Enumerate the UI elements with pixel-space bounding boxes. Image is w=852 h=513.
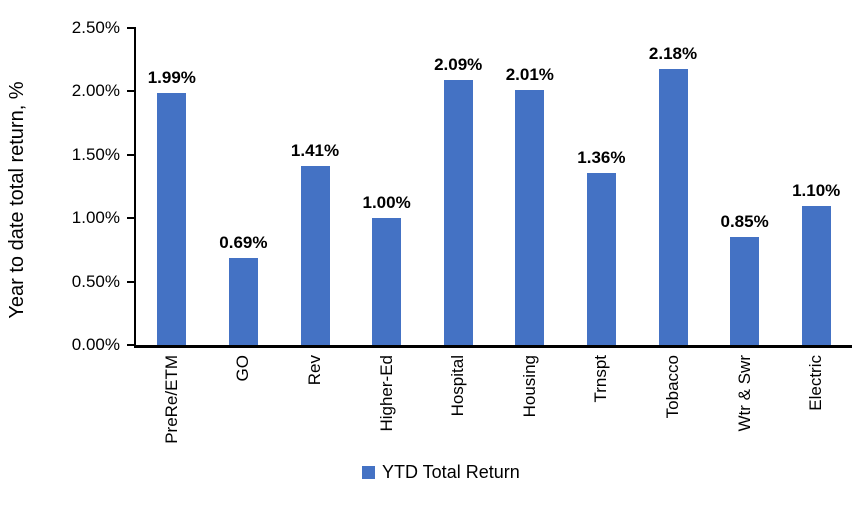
y-tick-label: 2.50%: [71, 18, 120, 37]
x-category-label: Trnspt: [591, 355, 611, 403]
bar: [586, 172, 616, 345]
bar-value-label: 0.69%: [219, 232, 268, 252]
y-tick-mark: [127, 280, 135, 283]
y-tick-mark: [127, 153, 135, 156]
x-category-label: GO: [233, 355, 253, 382]
y-tick-label: 1.50%: [71, 144, 120, 164]
y-tick-mark: [127, 27, 135, 29]
bar: [300, 166, 330, 345]
bar: [372, 218, 402, 345]
x-category-label: PreRe/ETM: [161, 355, 181, 444]
y-tick-label: 2.00%: [71, 81, 120, 101]
x-category-label: Rev: [305, 355, 324, 386]
y-axis-title: Year to date total return, %: [6, 81, 28, 319]
x-category-label: Higher-Ed: [376, 355, 396, 432]
y-tick-mark: [127, 90, 135, 93]
x-category-label: Tobacco: [663, 355, 682, 419]
y-tick-label: 0.00%: [71, 335, 120, 354]
legend-swatch-icon: [362, 466, 375, 479]
bar-value-label: 1.36%: [577, 147, 626, 167]
bar: [443, 79, 473, 345]
bar-value-label: 0.85%: [720, 212, 769, 232]
bar-value-label: 2.18%: [648, 43, 698, 63]
bar-value-label: 2.01%: [505, 65, 554, 85]
bar-value-label: 1.99%: [147, 67, 196, 87]
bar: [801, 205, 831, 345]
bar: [658, 68, 688, 345]
x-category-label: Housing: [519, 355, 539, 418]
y-axis-line: [134, 27, 136, 348]
y-tick-label: 1.00%: [71, 208, 120, 228]
legend-label: YTD Total Return: [382, 462, 520, 482]
y-tick-mark: [127, 344, 135, 346]
bar: [515, 90, 545, 345]
bar: [228, 257, 258, 345]
x-category-label: Hospital: [448, 355, 468, 417]
x-axis-line: [134, 345, 852, 348]
bar-value-label: 1.10%: [792, 180, 841, 200]
bar-value-label: 1.41%: [290, 141, 340, 161]
y-tick-label: 0.50%: [71, 271, 120, 291]
bar-value-label: 2.09%: [434, 54, 483, 74]
legend: YTD Total Return: [362, 462, 520, 483]
x-category-label: Wtr & Swr: [734, 355, 754, 432]
bar: [730, 237, 760, 345]
y-tick-mark: [127, 217, 135, 220]
x-category-label: Electric: [806, 355, 826, 411]
bar-value-label: 1.00%: [362, 193, 411, 213]
bar: [157, 92, 187, 345]
